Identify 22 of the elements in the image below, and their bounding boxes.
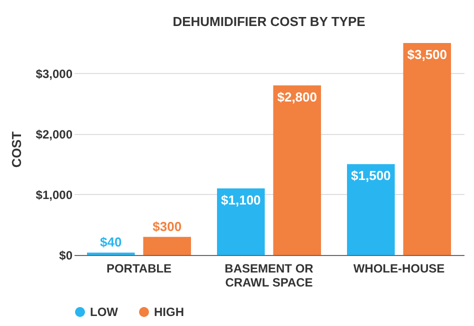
bar xyxy=(347,164,395,255)
y-tick-label: $2,000 xyxy=(36,127,73,142)
chart-title: DEHUMIDIFIER COST BY TYPE xyxy=(172,14,366,29)
data-label: $300 xyxy=(152,218,182,234)
legend-label: LOW xyxy=(90,305,119,319)
data-label: $1,500 xyxy=(351,168,391,184)
data-label: $3,500 xyxy=(407,47,447,62)
y-tick-label: $0 xyxy=(59,248,73,262)
x-tick-label: PORTABLE xyxy=(106,262,172,276)
data-label: $40 xyxy=(100,234,122,250)
bar xyxy=(273,85,321,255)
bar xyxy=(403,43,451,255)
data-label: $1,100 xyxy=(221,192,261,208)
x-tick-label: BASEMENT OR CRAWL SPACE xyxy=(224,262,314,290)
x-tick-label: WHOLE-HOUSE xyxy=(353,262,445,276)
legend-label: HIGH xyxy=(154,305,184,319)
y-axis-title: COST xyxy=(8,131,24,168)
data-label: $2,800 xyxy=(277,89,317,104)
bar xyxy=(143,236,191,255)
bar xyxy=(217,188,265,255)
y-tick-label: $1,000 xyxy=(36,188,73,202)
y-tick-label: $3,000 xyxy=(36,66,73,81)
